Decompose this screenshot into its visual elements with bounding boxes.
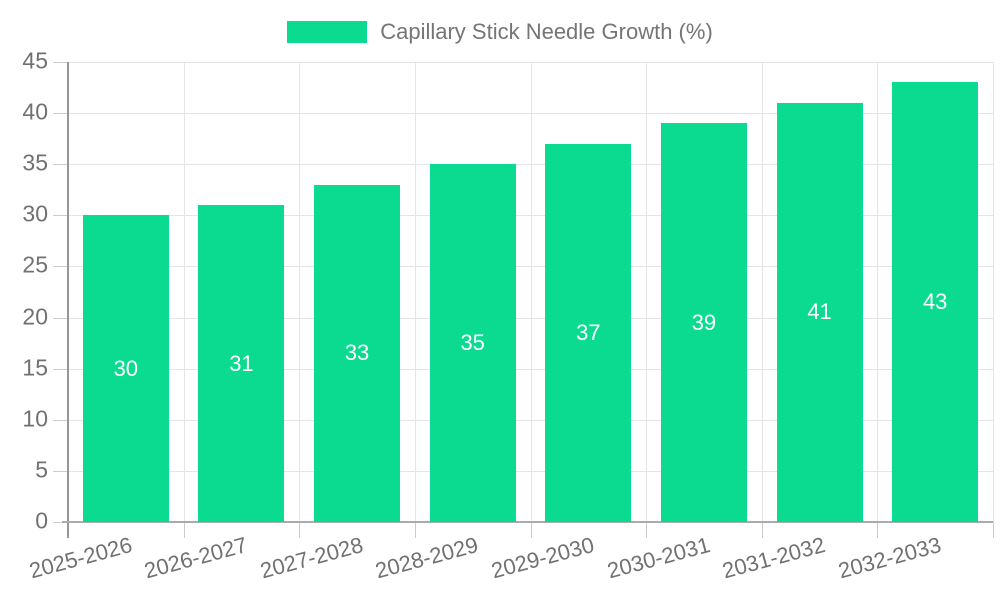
bar-value-label: 41	[807, 299, 832, 325]
bar-value-label: 43	[922, 289, 948, 315]
bar	[429, 164, 516, 522]
bar-value-label: 35	[460, 330, 485, 356]
y-axis-line	[67, 62, 69, 538]
x-tick	[530, 522, 532, 538]
grid-line-v	[299, 62, 301, 522]
x-tick	[761, 522, 763, 538]
y-tick	[53, 368, 68, 370]
bar	[82, 215, 169, 522]
grid-line-v	[183, 62, 185, 522]
x-tick	[877, 522, 879, 538]
bar-value-label: 37	[576, 319, 601, 345]
y-tick	[53, 317, 68, 319]
x-tick-label: 2028-2029	[373, 532, 482, 584]
x-tick	[993, 522, 994, 538]
bar	[660, 123, 747, 522]
y-tick	[53, 62, 68, 63]
y-tick	[53, 215, 68, 217]
grid-line-v	[761, 62, 763, 522]
y-tick-label: 35	[22, 149, 48, 176]
bar	[776, 102, 863, 522]
x-tick-label: 2032-2033	[835, 532, 944, 584]
x-tick	[414, 522, 416, 538]
x-axis-line	[62, 521, 993, 523]
legend-swatch	[287, 21, 368, 43]
bar-value-label: 39	[691, 309, 717, 335]
x-tick	[299, 522, 301, 538]
grid-line-v	[414, 62, 416, 522]
grid-line-v	[646, 62, 648, 522]
y-tick	[53, 470, 68, 472]
y-tick-label: 20	[22, 302, 48, 329]
y-tick	[53, 522, 68, 523]
grid-line-v	[877, 62, 879, 522]
y-tick-label: 15	[22, 354, 48, 381]
y-tick-label: 45	[22, 47, 48, 74]
y-tick-label: 10	[22, 405, 48, 432]
y-tick-label: 30	[22, 200, 48, 227]
y-tick-label: 25	[22, 251, 48, 278]
y-tick	[53, 113, 68, 115]
x-tick-label: 2025-2026	[26, 532, 135, 584]
bar	[314, 184, 401, 522]
bar	[545, 143, 632, 522]
x-tick-label: 2026-2027	[141, 532, 250, 584]
x-tick-label: 2027-2028	[257, 532, 366, 584]
y-tick-label: 0	[35, 507, 48, 534]
grid-line-v	[993, 62, 994, 522]
bar-value-label: 33	[344, 340, 370, 366]
x-tick-label: 2030-2031	[604, 532, 713, 584]
y-tick-label: 40	[22, 98, 48, 125]
bar	[198, 205, 285, 522]
chart-legend: Capillary Stick Needle Growth (%)	[0, 19, 1000, 45]
x-tick-label: 2029-2030	[488, 532, 597, 584]
x-tick-label: 2031-2032	[719, 532, 829, 584]
bar-value-label: 30	[113, 355, 139, 381]
y-tick	[53, 266, 68, 268]
bar	[892, 82, 979, 522]
bar-value-label: 31	[229, 350, 254, 376]
x-tick	[183, 522, 185, 538]
grid-line-v	[530, 62, 532, 522]
legend-label: Capillary Stick Needle Growth (%)	[380, 19, 713, 44]
y-tick	[53, 164, 68, 166]
y-tick-label: 5	[35, 456, 48, 483]
x-tick	[646, 522, 648, 538]
y-tick	[53, 419, 68, 421]
